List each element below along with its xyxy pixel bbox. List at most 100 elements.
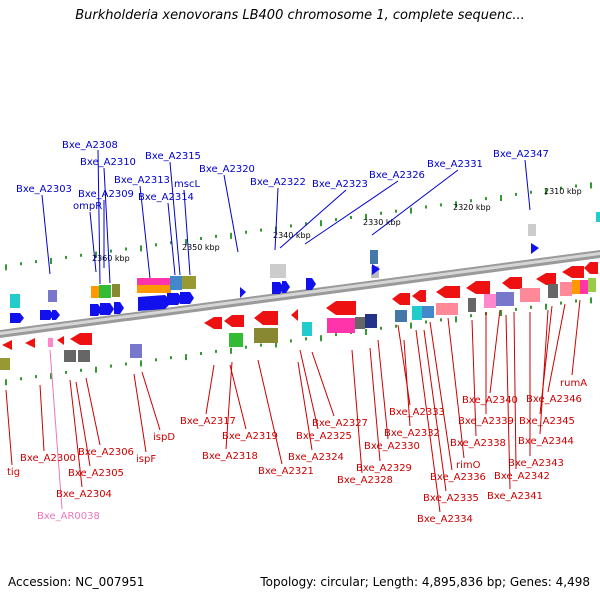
leader-line bbox=[205, 364, 215, 415]
scale-tick bbox=[560, 301, 562, 305]
scale-tick bbox=[140, 360, 142, 367]
gene-box bbox=[137, 278, 171, 285]
scale-tick bbox=[500, 195, 502, 201]
leader-line bbox=[279, 189, 347, 249]
leader-line bbox=[447, 317, 465, 459]
gene-label: Bxe_A2325 bbox=[296, 431, 352, 442]
gene-label: Bxe_A2344 bbox=[518, 436, 574, 447]
gene-box bbox=[48, 290, 57, 302]
gene-label: Bxe_A2333 bbox=[389, 407, 445, 418]
scale-tick bbox=[455, 201, 457, 208]
gene-arrows-lower-red bbox=[2, 262, 598, 350]
scale-tick bbox=[290, 224, 292, 228]
scale-tick bbox=[590, 297, 592, 304]
scale-tick bbox=[545, 188, 547, 195]
scale-tick bbox=[140, 245, 142, 252]
gene-label: rumA bbox=[560, 378, 587, 389]
scale-tick bbox=[530, 190, 532, 194]
leader-line bbox=[97, 149, 101, 285]
leader-line bbox=[167, 202, 176, 276]
scale-tick bbox=[215, 234, 217, 238]
gene-label: Bxe_A2329 bbox=[356, 463, 412, 474]
gene-label: Bxe_A2341 bbox=[487, 491, 543, 502]
gene-label: Bxe_A2321 bbox=[258, 466, 314, 477]
scale-label: 2330 kbp bbox=[363, 218, 401, 227]
leader-line bbox=[403, 339, 411, 427]
leader-line bbox=[297, 361, 313, 451]
gene-box bbox=[436, 303, 458, 315]
scale-tick bbox=[515, 307, 517, 311]
gene-box bbox=[560, 282, 572, 296]
gene-label: Bxe_A2313 bbox=[114, 175, 170, 186]
scale-tick bbox=[395, 324, 397, 328]
gene-box bbox=[112, 284, 120, 297]
gene-label: Bxe_A2315 bbox=[145, 151, 201, 162]
scale-tick bbox=[440, 318, 442, 322]
scale-tick bbox=[200, 352, 202, 355]
scale-tick bbox=[500, 310, 502, 316]
leader-line bbox=[133, 373, 147, 453]
scale-tick bbox=[380, 326, 382, 330]
scale-label: 2310 kbp bbox=[544, 187, 582, 196]
scale-tick bbox=[50, 258, 52, 264]
scale-tick bbox=[365, 328, 367, 335]
gene-label: Bxe_A2306 bbox=[78, 447, 134, 458]
scale-tick bbox=[185, 354, 187, 361]
scale-tick bbox=[320, 220, 322, 227]
scale-tick bbox=[110, 249, 112, 253]
scale-tick bbox=[110, 364, 112, 368]
scale-tick bbox=[50, 373, 52, 379]
gene-box bbox=[395, 310, 407, 322]
scale-tick bbox=[20, 262, 22, 266]
leader-line bbox=[397, 324, 411, 406]
scale-tick bbox=[20, 377, 22, 381]
gene-box bbox=[10, 294, 20, 308]
gene-label: ispF bbox=[136, 454, 156, 465]
scale-tick bbox=[275, 341, 277, 348]
scale-tick bbox=[410, 322, 412, 329]
gene-box bbox=[520, 288, 540, 302]
gene-box bbox=[170, 276, 182, 290]
scale-tick bbox=[335, 333, 337, 337]
accession-text: Accession: NC_007951 bbox=[8, 575, 145, 589]
gene-box bbox=[468, 298, 476, 312]
gene-label: Bxe_A2304 bbox=[56, 489, 112, 500]
scale-tick bbox=[560, 186, 562, 190]
scale-tick bbox=[530, 305, 532, 309]
leader-line bbox=[103, 167, 111, 284]
gene-label: tig bbox=[7, 467, 20, 478]
map-title: Burkholderia xenovorans LB400 chromosome… bbox=[75, 8, 525, 23]
scale-tick bbox=[200, 237, 202, 240]
scale-tick bbox=[245, 345, 247, 349]
gene-label: Bxe_A2347 bbox=[493, 149, 549, 160]
leader-line bbox=[377, 339, 389, 440]
gene-box bbox=[484, 294, 496, 308]
leader-line bbox=[429, 321, 453, 471]
scale-label: 2360 kbp bbox=[92, 254, 130, 263]
scale-labels: 2310 kbp 2320 kbp 2330 kbp 2340 kbp 2350… bbox=[92, 187, 582, 263]
scale-tick bbox=[155, 243, 157, 247]
scale-tick bbox=[305, 337, 307, 341]
gene-label: Bxe_A2318 bbox=[202, 451, 258, 462]
scale-tick bbox=[230, 232, 232, 239]
gene-label: Bxe_A2327 bbox=[312, 418, 368, 429]
scale-tick bbox=[590, 182, 592, 189]
leader-line bbox=[415, 329, 441, 513]
scale-tick bbox=[80, 368, 82, 372]
gene-track-upper bbox=[10, 212, 600, 308]
gene-box bbox=[548, 284, 558, 298]
gene-label: Bxe_A2338 bbox=[450, 438, 506, 449]
scale-label: 2350 kbp bbox=[182, 243, 220, 252]
leader-line bbox=[471, 319, 477, 437]
gene-box bbox=[355, 317, 365, 329]
scale-tick bbox=[95, 251, 97, 258]
scale-tick bbox=[5, 264, 7, 271]
gene-label: Bxe_A2314 bbox=[138, 192, 194, 203]
scale-tick bbox=[470, 314, 472, 318]
gene-box bbox=[588, 278, 596, 292]
gene-label: Bxe_A2308 bbox=[62, 140, 118, 151]
chromosome-backbone bbox=[0, 250, 600, 338]
gene-box bbox=[137, 285, 171, 293]
gene-label: Bxe_A2326 bbox=[369, 170, 425, 181]
